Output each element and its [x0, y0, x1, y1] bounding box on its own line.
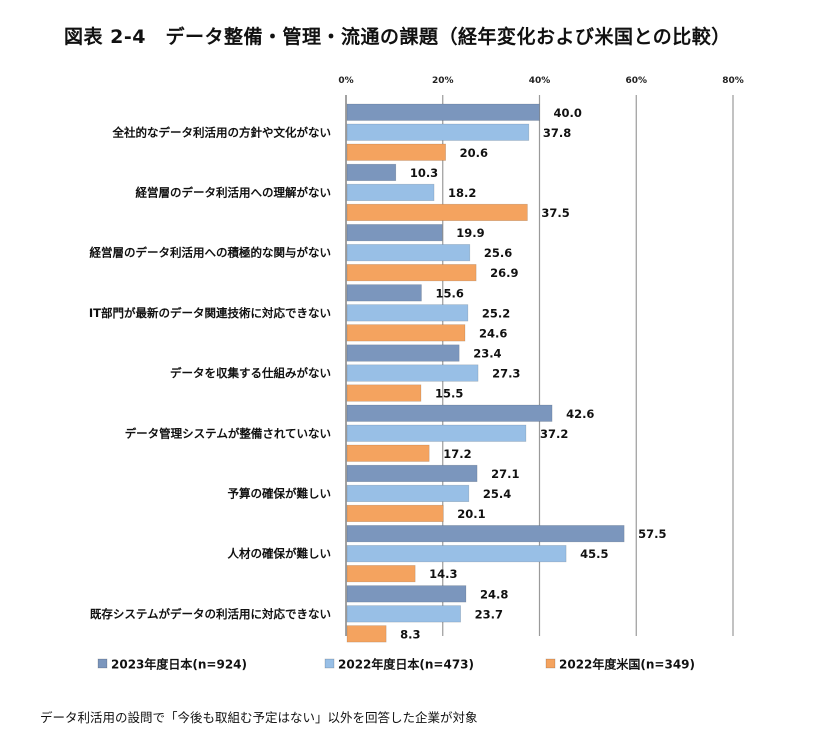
data-label: 20.6 [460, 146, 488, 160]
legend: 2023年度日本(n=924) 2022年度日本(n=473) 2022年度米国(n… [97, 657, 695, 672]
category-label: データを収集する仕組みがない [170, 366, 331, 380]
data-label: 10.3 [410, 166, 438, 180]
data-label: 23.4 [473, 347, 501, 361]
bar [346, 464, 478, 483]
bars [346, 103, 625, 643]
data-label: 37.8 [543, 126, 571, 140]
bar [346, 143, 446, 161]
x-tick-label: 40% [529, 76, 551, 86]
x-tick-labels: 0% 20% 40% 60% 80% [338, 76, 743, 86]
legend-swatch [545, 658, 556, 669]
bar [346, 625, 387, 643]
data-label: 42.6 [566, 407, 594, 421]
data-label: 18.2 [448, 186, 476, 200]
data-label: 19.9 [456, 226, 484, 240]
bar [346, 545, 567, 563]
bar [346, 224, 443, 242]
bar [346, 384, 422, 402]
data-label: 27.3 [492, 367, 520, 381]
bar [346, 103, 540, 121]
data-label: 15.6 [435, 286, 463, 300]
data-label: 25.4 [483, 487, 511, 501]
data-label: 24.6 [479, 326, 507, 340]
data-label: 25.6 [484, 246, 512, 260]
legend-swatch [97, 658, 108, 669]
bar [346, 203, 528, 221]
x-tick-label: 0% [338, 76, 353, 86]
data-label: 45.5 [580, 547, 608, 561]
bar [346, 585, 467, 603]
bar [346, 163, 397, 181]
bar [346, 525, 625, 543]
bar [346, 444, 430, 462]
bar [346, 183, 435, 201]
legend-swatch [324, 658, 335, 669]
footnote: データ利活用の設問で「今後も取組む予定はない」以外を回答した企業が対象 [40, 710, 478, 725]
x-tick-label: 60% [625, 76, 647, 86]
data-label: 57.5 [638, 527, 666, 541]
data-label: 40.0 [554, 106, 582, 120]
data-label: 27.1 [491, 467, 519, 481]
data-label: 25.2 [482, 306, 510, 320]
bar [346, 424, 527, 442]
category-label: 既存システムがデータの利活用に対応できない [90, 607, 331, 621]
data-label: 37.5 [541, 206, 569, 220]
data-label: 8.3 [400, 627, 420, 641]
category-label: 経営層のデータ利活用への理解がない [136, 185, 332, 199]
data-label: 24.8 [480, 587, 508, 601]
category-label: 予算の確保が難しい [228, 486, 332, 500]
data-label: 15.5 [435, 387, 463, 401]
bar [346, 344, 460, 362]
bar [346, 284, 422, 302]
legend-label: 2023年度日本(n=924) [111, 657, 247, 672]
bar [346, 244, 471, 262]
data-label: 37.2 [540, 427, 568, 441]
bar [346, 565, 416, 583]
category-labels: 全社的なデータ利活用の方針や文化がない経営層のデータ利活用への理解がない経営層の… [89, 125, 331, 621]
bar [346, 364, 479, 382]
bar [346, 504, 444, 523]
data-label: 26.9 [490, 266, 518, 280]
category-label: 経営層のデータ利活用への積極的な関与がない [90, 246, 332, 260]
data-label: 20.1 [457, 507, 485, 521]
data-label: 17.2 [443, 447, 471, 461]
bar [346, 404, 553, 422]
bar [346, 484, 470, 503]
bar [346, 264, 477, 282]
chart-title: 図表 2-4 データ整備・管理・流通の課題（経年変化および米国との比較） [64, 26, 731, 48]
data-labels: 40.0 37.8 20.6 10.3 18.2 37.5 19.925.6 26.9 15.6… [400, 106, 666, 642]
bar [346, 324, 466, 342]
bar [346, 605, 461, 623]
category-label: 人材の確保が難しい [228, 547, 332, 561]
category-label: 全社的なデータ利活用の方針や文化がない [112, 125, 332, 139]
bar [346, 304, 469, 322]
legend-label: 2022年度米国(n=349) [559, 657, 695, 672]
data-label: 23.7 [475, 607, 503, 621]
bar [346, 123, 530, 141]
x-tick-label: 20% [432, 76, 454, 86]
legend-label: 2022年度日本(n=473) [338, 657, 474, 672]
category-label: データ管理システムが整備されていない [125, 426, 331, 440]
x-tick-label: 80% [722, 76, 744, 86]
category-label: IT部門が最新のデータ関連技術に対応できない [89, 306, 331, 320]
data-label: 14.3 [429, 567, 457, 581]
